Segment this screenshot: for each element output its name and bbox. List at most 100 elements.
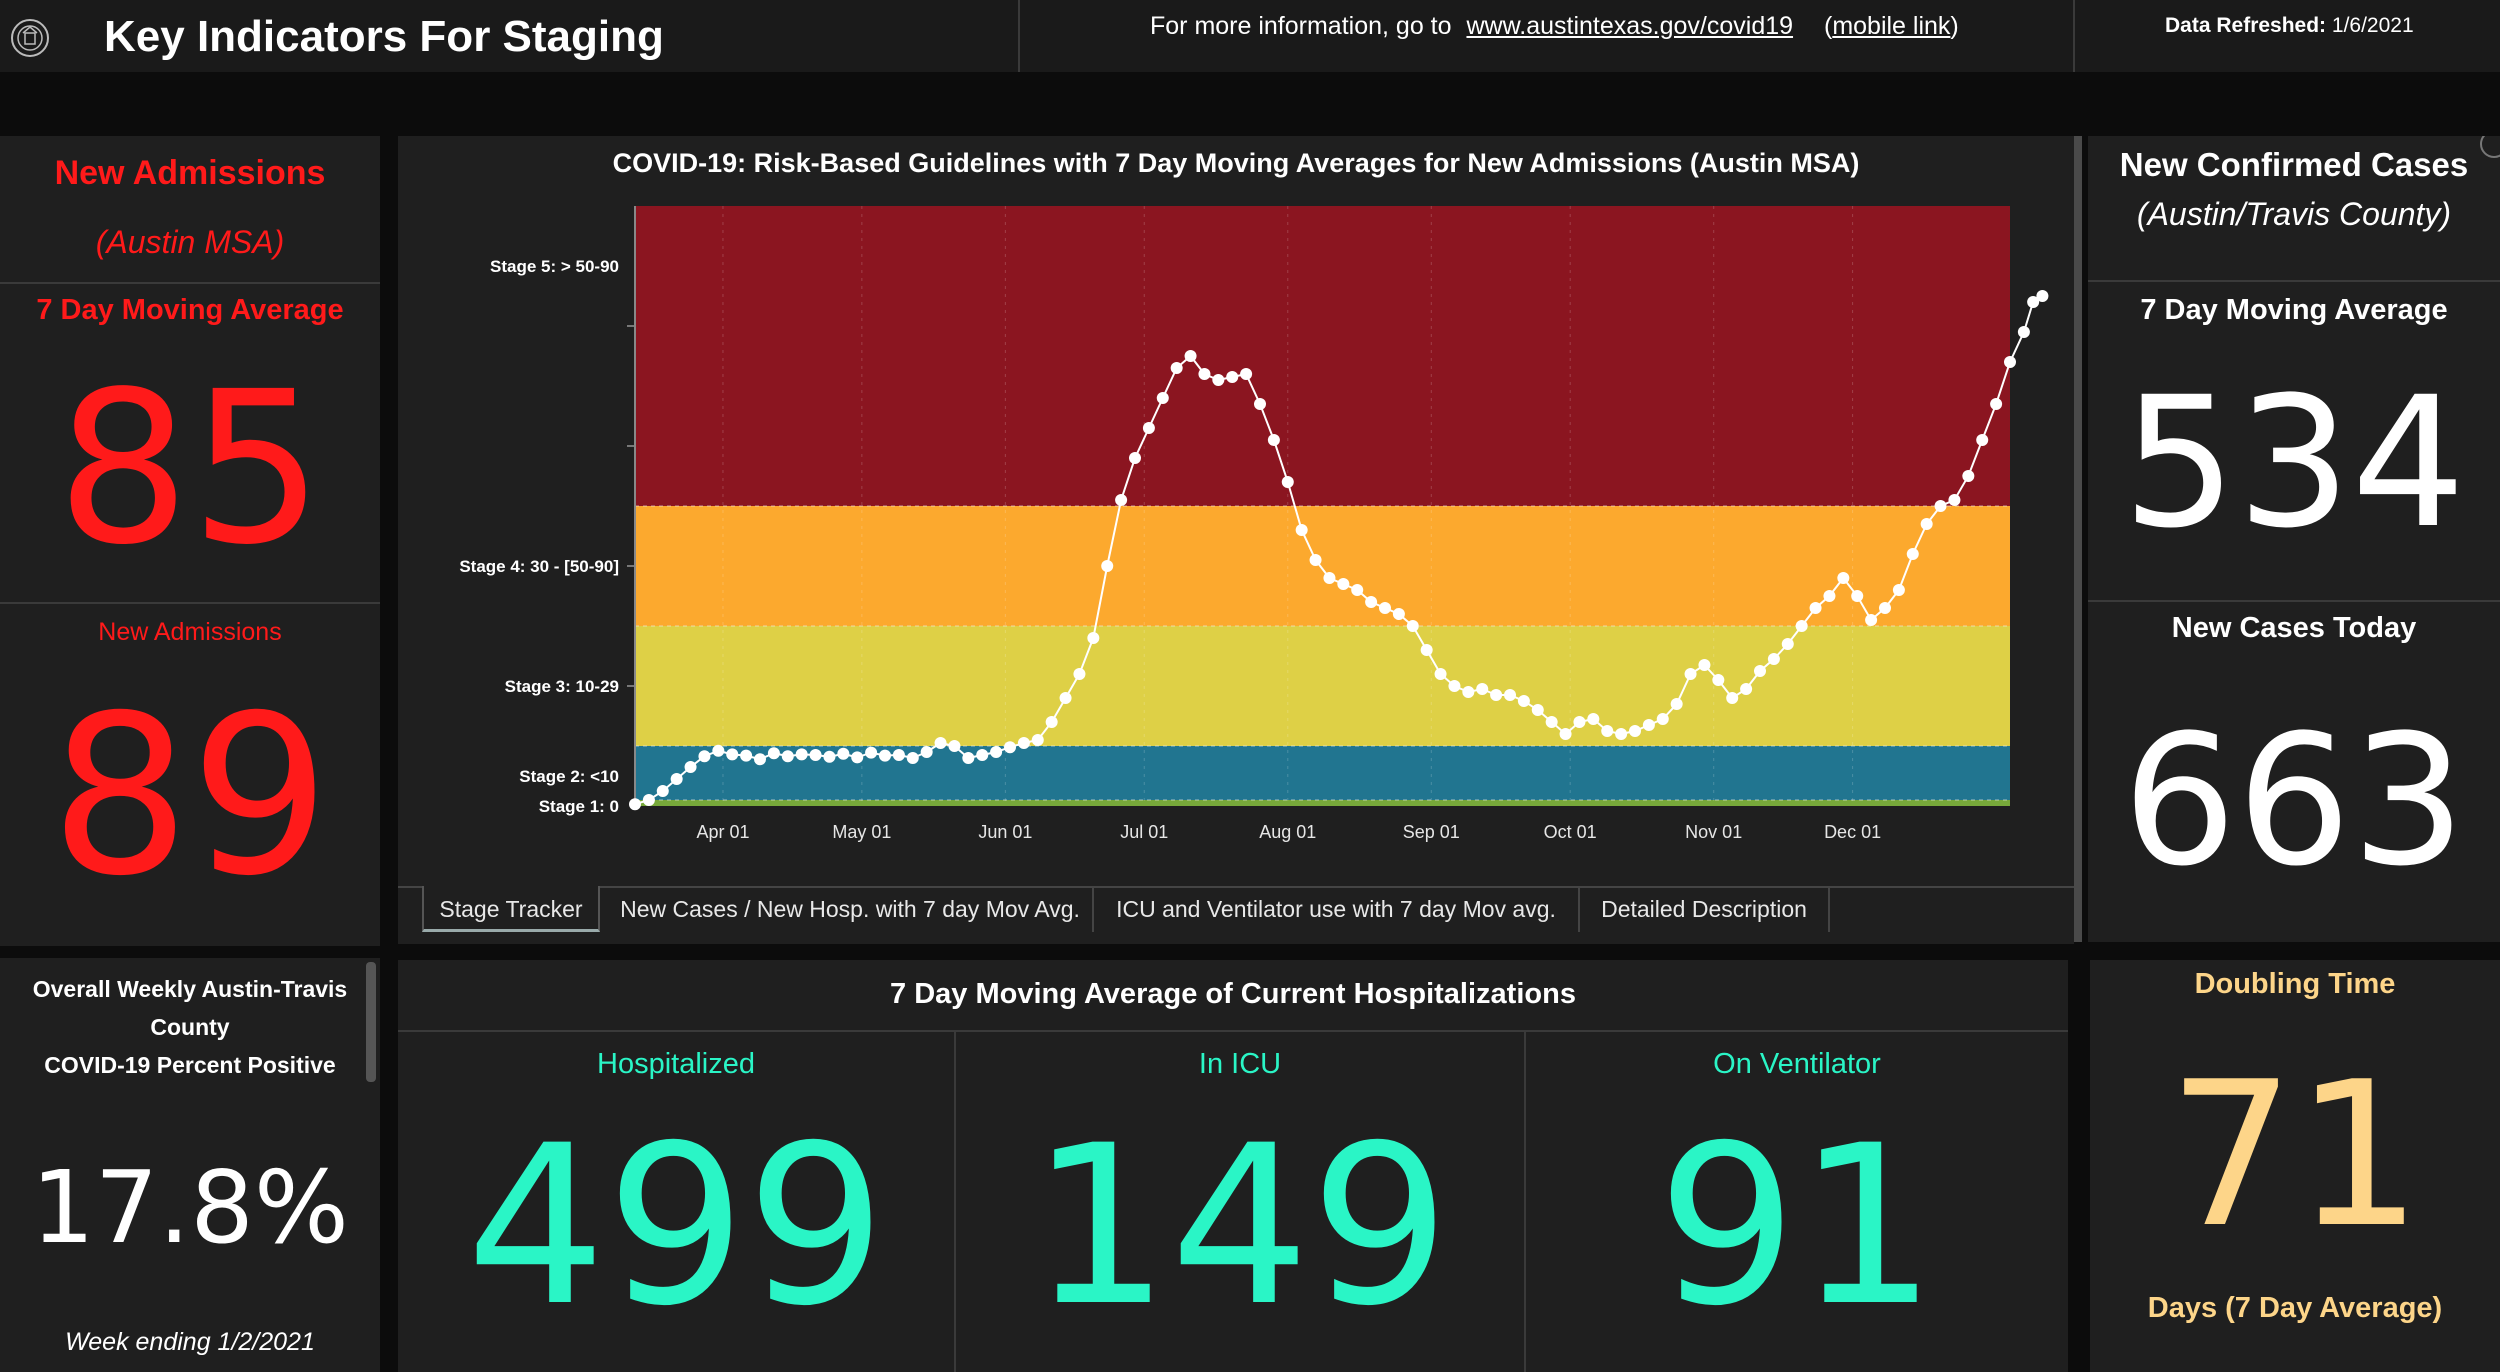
data-point <box>934 737 947 749</box>
cases-avg-value: 534 <box>2122 359 2466 568</box>
admissions-divider-1 <box>0 282 380 284</box>
ventilator-block: On Ventilator 91 <box>1526 1030 2068 1372</box>
data-refreshed: Data Refreshed: 1/6/2021 <box>2165 14 2414 38</box>
data-point <box>1754 665 1766 677</box>
percent-value: 17.8% <box>31 1149 349 1266</box>
cases-title: New Confirmed Cases <box>2119 146 2469 183</box>
data-point <box>740 749 753 762</box>
data-point <box>2027 296 2040 308</box>
cases-subtitle: (Austin/Travis County) <box>2136 196 2452 232</box>
percent-scrollbar[interactable] <box>366 962 376 1082</box>
data-point <box>1629 725 1641 737</box>
data-point <box>1865 614 1878 626</box>
tab-stage-tracker[interactable]: Stage Tracker <box>422 886 600 932</box>
data-point <box>1295 524 1308 536</box>
data-point <box>1698 659 1711 671</box>
data-point <box>1809 602 1822 614</box>
data-point <box>726 748 739 761</box>
data-point <box>1323 572 1336 584</box>
data-point <box>1851 590 1864 602</box>
data-point <box>1031 734 1044 746</box>
stage-label: Stage 3: 10-29 <box>505 677 619 696</box>
data-point <box>1642 719 1655 731</box>
hospitalized-label: Hospitalized <box>597 1048 755 1080</box>
hosp-divider-2 <box>1524 1030 1526 1372</box>
data-point <box>1129 452 1141 464</box>
covid19-link[interactable]: www.austintexas.gov/covid19 <box>1466 12 1794 40</box>
data-point <box>1240 368 1253 380</box>
x-tick-label: Jul 01 <box>1120 822 1168 842</box>
tab-detailed-description[interactable]: Detailed Description <box>1580 886 1830 932</box>
mobile-open-paren: ( <box>1823 12 1833 40</box>
data-point <box>754 753 766 766</box>
data-point <box>809 749 822 761</box>
percent-positive-panel: Overall Weekly Austin-Travis County COVI… <box>0 958 380 1372</box>
data-point <box>1573 716 1586 728</box>
data-point <box>1767 653 1780 665</box>
data-point <box>1517 695 1530 707</box>
data-point <box>1906 548 1919 560</box>
icu-label: In ICU <box>1198 1048 1282 1080</box>
x-tick-label: Oct 01 <box>1544 822 1597 842</box>
cases-panel: New Confirmed Cases (Austin/Travis Count… <box>2088 136 2500 942</box>
data-point <box>1976 434 1989 446</box>
data-point <box>920 746 933 758</box>
data-point <box>906 752 919 764</box>
chart-title: COVID-19: Risk-Based Guidelines with 7 D… <box>612 148 1860 178</box>
tab-icu-ventilator[interactable]: ICU and Ventilator use with 7 day Mov av… <box>1094 886 1580 932</box>
x-tick-label: Apr 01 <box>696 822 749 842</box>
data-point <box>1559 728 1572 740</box>
tab-new-cases[interactable]: New Cases / New Hosp. with 7 day Mov Avg… <box>608 886 1094 932</box>
data-point <box>1406 620 1419 632</box>
tabs-bar: Stage Tracker New Cases / New Hosp. with… <box>398 886 2074 944</box>
stage-label: Stage 1: 0 <box>539 797 619 816</box>
mobile-link[interactable]: mobile link <box>1832 12 1951 40</box>
data-point <box>1601 725 1614 737</box>
chart-side-scrollbar[interactable] <box>2074 136 2082 942</box>
data-point <box>1531 704 1544 716</box>
info-prefix: For more information, go to <box>1150 12 1452 40</box>
data-point <box>1351 584 1364 596</box>
data-point <box>1392 608 1405 620</box>
doubling-title: Doubling Time <box>2194 968 2396 1000</box>
city-seal-icon <box>10 18 50 58</box>
hosp-divider-1 <box>954 1030 956 1372</box>
ventilator-value: 91 <box>1657 1098 1937 1354</box>
data-point <box>1045 716 1058 728</box>
data-point <box>823 750 836 763</box>
data-point <box>2004 356 2016 368</box>
data-point <box>1420 644 1433 656</box>
data-point <box>1823 590 1836 602</box>
info-line: For more information, go to www.austinte… <box>1150 12 1959 41</box>
data-point <box>1365 596 1378 608</box>
data-point <box>1920 518 1933 530</box>
admissions-divider-2 <box>0 602 380 604</box>
icu-block: In ICU 149 <box>956 1030 1524 1372</box>
data-point <box>990 746 1003 758</box>
data-point <box>1379 602 1391 614</box>
data-point <box>1837 572 1850 584</box>
data-point <box>1740 683 1753 695</box>
data-point <box>684 761 697 773</box>
data-point <box>1004 741 1016 754</box>
data-point <box>1212 374 1225 386</box>
admissions-avg-value: 85 <box>56 346 324 591</box>
data-point <box>712 744 725 757</box>
data-point <box>1226 371 1239 383</box>
cases-today-value: 663 <box>2122 697 2466 906</box>
admissions-panel: New Admissions (Austin MSA) 7 Day Moving… <box>0 136 380 946</box>
cases-avg-label: 7 Day Moving Average <box>2140 294 2448 326</box>
data-point <box>1795 620 1808 632</box>
stage-band-4 <box>635 206 2010 506</box>
data-point <box>1712 674 1725 686</box>
data-point <box>1337 578 1350 590</box>
admissions-today-label: New Admissions <box>98 618 282 646</box>
expand-icon[interactable] <box>2480 136 2500 158</box>
data-point <box>1434 668 1447 680</box>
doubling-value: 71 <box>2167 1039 2423 1272</box>
data-point <box>1448 680 1461 692</box>
admissions-avg-label: 7 Day Moving Average <box>36 294 344 326</box>
data-point <box>851 751 864 764</box>
percent-week-ending: Week ending 1/2/2021 <box>65 1328 315 1356</box>
refreshed-value: 1/6/2021 <box>2331 14 2414 37</box>
